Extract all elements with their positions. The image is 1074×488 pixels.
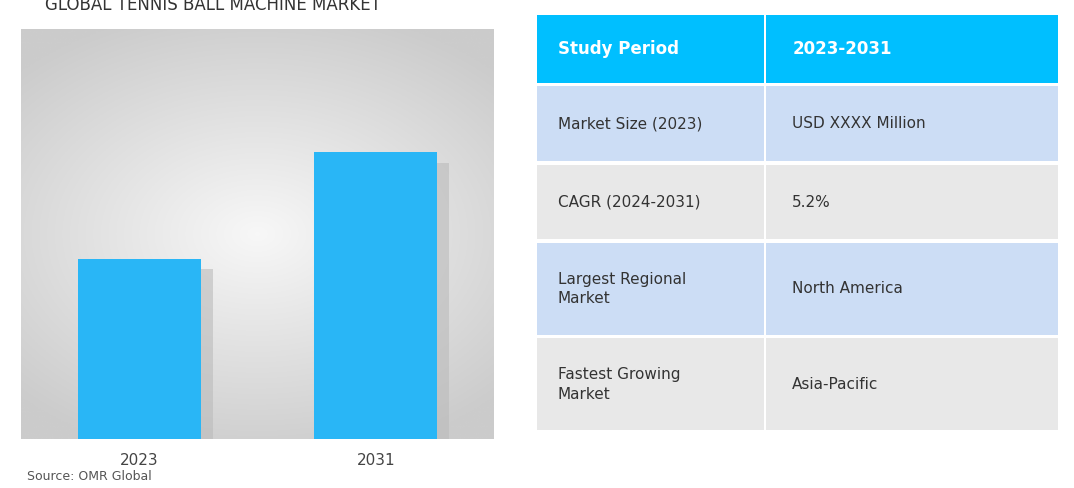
Bar bbox=[766, 164, 1058, 240]
Bar bbox=[766, 15, 1058, 82]
Text: CAGR (2024-2031): CAGR (2024-2031) bbox=[557, 195, 700, 209]
Text: GLOBAL TENNIS BALL MACHINE MARKET: GLOBAL TENNIS BALL MACHINE MARKET bbox=[45, 0, 381, 14]
Text: USD XXXX Million: USD XXXX Million bbox=[793, 116, 926, 131]
Bar bbox=[321, 163, 449, 441]
Bar bbox=[85, 269, 213, 441]
Text: 5.2%: 5.2% bbox=[793, 195, 831, 209]
Bar bbox=[537, 164, 764, 240]
Text: Fastest Growing
Market: Fastest Growing Market bbox=[557, 367, 680, 402]
Bar bbox=[766, 86, 1058, 161]
Bar bbox=[766, 243, 1058, 335]
Bar bbox=[537, 243, 764, 335]
Text: Source: OMR Global: Source: OMR Global bbox=[27, 470, 151, 483]
Bar bbox=[766, 339, 1058, 430]
Bar bbox=[78, 259, 201, 439]
Text: Market Size (2023): Market Size (2023) bbox=[557, 116, 702, 131]
Bar bbox=[537, 339, 764, 430]
Bar bbox=[315, 152, 437, 439]
Text: 2023-2031: 2023-2031 bbox=[793, 40, 891, 58]
Bar bbox=[537, 86, 764, 161]
Bar bbox=[537, 15, 764, 82]
Text: Study Period: Study Period bbox=[557, 40, 679, 58]
Text: Asia-Pacific: Asia-Pacific bbox=[793, 377, 879, 392]
Text: Largest Regional
Market: Largest Regional Market bbox=[557, 271, 686, 306]
Text: North America: North America bbox=[793, 282, 903, 296]
